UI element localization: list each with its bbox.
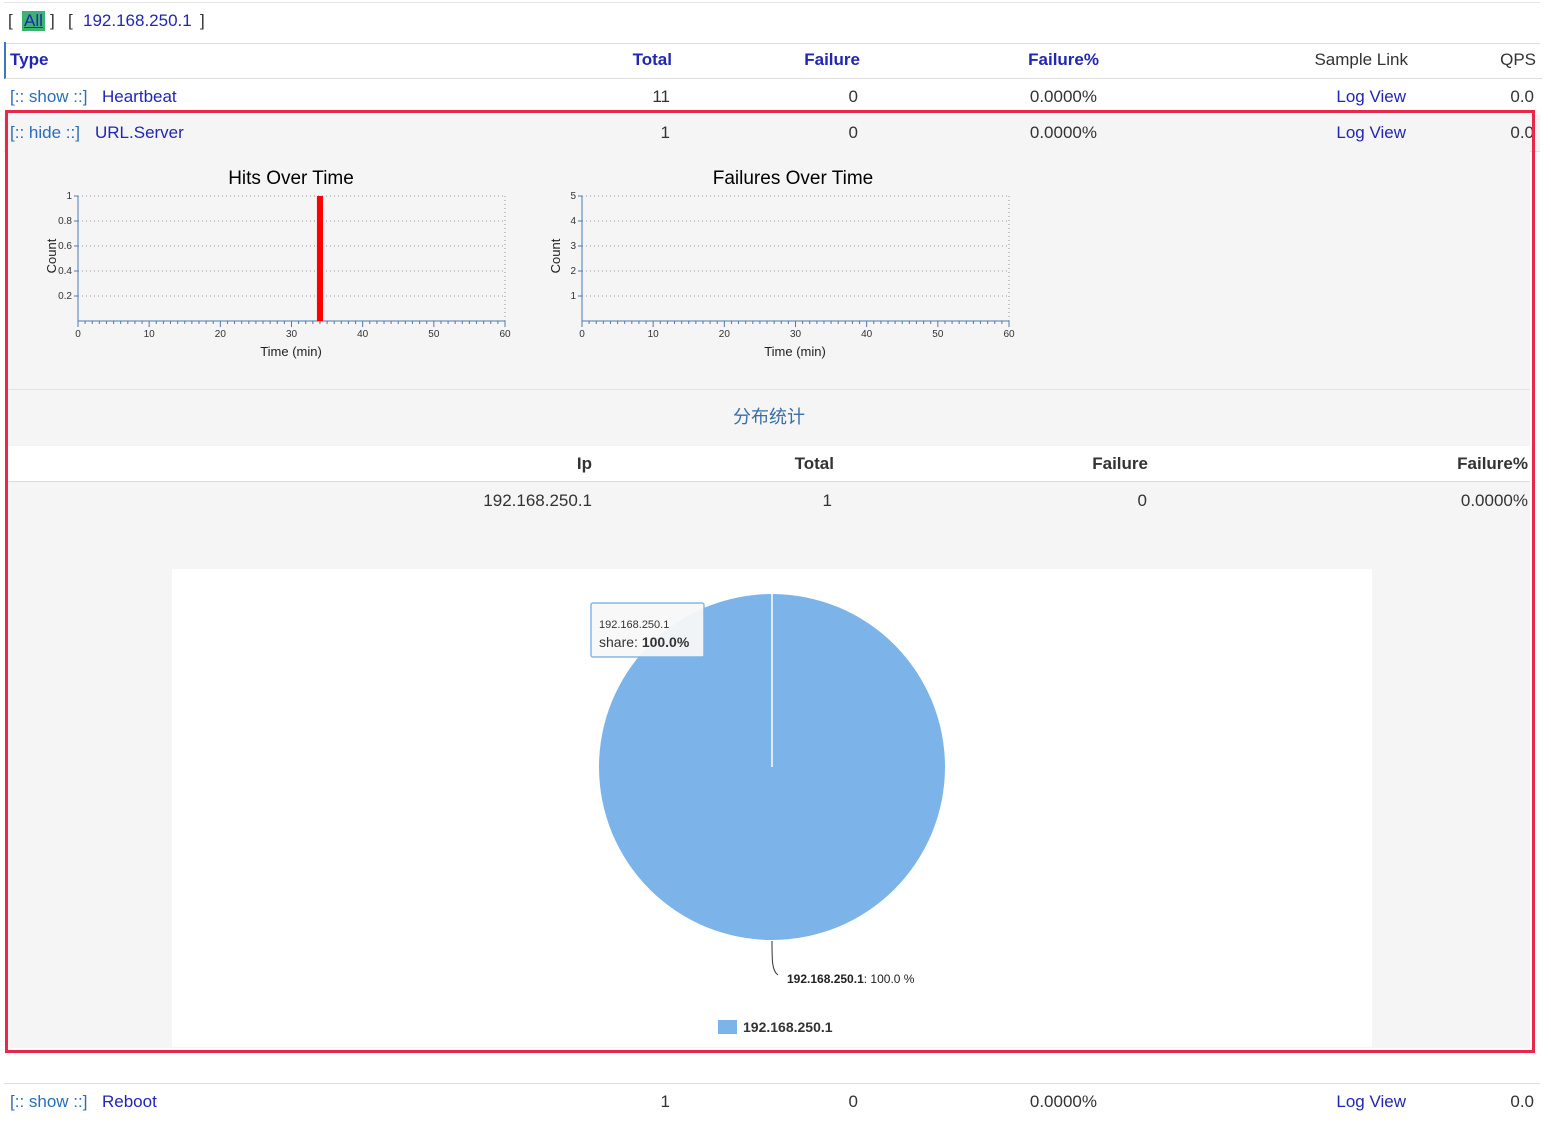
y-tick-label: 0.6 — [58, 241, 72, 252]
y-tick-label: 0.4 — [58, 266, 72, 277]
pie-chart-container: 192.168.250.1: 100.0 % 192.168.250.1 sha… — [172, 569, 1372, 1047]
y-tick-label: 5 — [570, 191, 576, 202]
table-header: Type Total Failure Failure% Sample Link … — [4, 42, 1542, 79]
x-tick-label: 40 — [861, 329, 873, 340]
y-tick-label: 1 — [570, 291, 576, 302]
ip-value: 192.168.250.1 — [483, 491, 592, 510]
col-type[interactable]: Type — [10, 50, 49, 69]
x-tick-label: 30 — [286, 329, 298, 340]
failure-pct-value: 0.0000% — [1029, 123, 1097, 142]
pie-chart: 192.168.250.1: 100.0 % 192.168.250.1 sha… — [590, 594, 945, 1035]
legend-label[interactable]: 192.168.250.1 — [743, 1019, 833, 1035]
filter-all-link[interactable]: All — [22, 11, 45, 31]
filter-ip-link[interactable]: 192.168.250.1 — [83, 11, 192, 30]
x-tick-label: 10 — [144, 329, 156, 340]
failure-pct-value: 0.0000% — [1029, 87, 1097, 106]
failures-chart: Failures Over Time 0 10 20 30 40 50 60 1 2 3 4 5 Ti… — [548, 168, 1015, 359]
legend-swatch[interactable] — [718, 1020, 737, 1034]
qps-value: 0.0 — [1510, 1092, 1534, 1111]
pie-legend[interactable]: 192.168.250.1 — [718, 1019, 833, 1035]
bracket-open: [ — [8, 11, 13, 30]
pie-data-label: 192.168.250.1: 100.0 % — [787, 972, 915, 986]
failure-value: 0 — [1137, 491, 1147, 510]
tooltip-title: 192.168.250.1 — [599, 619, 669, 631]
type-link[interactable]: Heartbeat — [102, 87, 177, 106]
x-tick-label: 20 — [215, 329, 227, 340]
y-tick-label: 0.2 — [58, 291, 72, 302]
x-tick-label: 0 — [75, 329, 81, 340]
col-total[interactable]: Total — [632, 50, 672, 69]
total-value: 11 — [652, 87, 670, 106]
x-tick-label: 50 — [428, 329, 440, 340]
log-view-link[interactable]: Log View — [1336, 87, 1406, 106]
total-value: 1 — [660, 1092, 670, 1111]
table-row: [:: hide ::] URL.Server 1 0 0.0000% Log … — [4, 115, 1540, 152]
x-tick-label: 20 — [719, 329, 731, 340]
chart-title: Hits Over Time — [228, 168, 354, 189]
y-axis-label: Count — [44, 238, 59, 273]
col-ip: Ip — [576, 454, 592, 473]
col-failure-pct[interactable]: Failure% — [1028, 50, 1099, 69]
show-toggle[interactable]: [:: show ::] — [10, 87, 88, 106]
show-toggle[interactable]: [:: show ::] — [10, 1092, 88, 1111]
x-axis-label: Time (min) — [260, 344, 322, 359]
x-tick-label: 60 — [499, 329, 511, 340]
y-tick-label: 1 — [66, 191, 72, 202]
col-total: Total — [794, 454, 834, 473]
failure-value: 0 — [848, 87, 858, 106]
pie-tooltip: 192.168.250.1 share: 100.0% — [590, 602, 705, 658]
failures-plot: 0 10 20 30 40 50 60 1 2 3 4 5 — [570, 191, 1015, 340]
col-failure-pct: Failure% — [1457, 454, 1528, 473]
distribution-row: 192.168.250.1 1 0 0.0000% — [8, 482, 1530, 518]
hits-chart: Hits Over Time 0 10 20 30 40 50 60 0.2 0.4 0.6 0.8… — [44, 168, 511, 359]
data-label-connector — [771, 940, 779, 976]
bracket-close: ] — [50, 11, 55, 30]
col-failure[interactable]: Failure — [804, 50, 860, 69]
failure-pct-value: 0.0000% — [1460, 491, 1528, 510]
type-link[interactable]: Reboot — [102, 1092, 157, 1111]
log-view-link[interactable]: Log View — [1336, 1092, 1406, 1111]
bar — [316, 196, 323, 321]
bracket-close: ] — [200, 11, 205, 30]
table-row: [:: show ::] Reboot 1 0 0.0000% Log View… — [4, 1083, 1540, 1120]
total-value: 1 — [660, 123, 670, 142]
tooltip-value: share: 100.0% — [599, 634, 690, 650]
x-tick-label: 50 — [932, 329, 944, 340]
qps-value: 0.0 — [1510, 123, 1534, 142]
y-tick-label: 4 — [570, 216, 576, 227]
y-tick-label: 0.8 — [58, 216, 72, 227]
failure-pct-value: 0.0000% — [1029, 1092, 1097, 1111]
hits-plot: 0 10 20 30 40 50 60 0.2 0.4 0.6 0.8 1 — [58, 191, 511, 340]
x-tick-label: 40 — [357, 329, 369, 340]
filter-bar: [ All ] [ 192.168.250.1 ] — [4, 2, 1540, 44]
x-tick-label: 60 — [1003, 329, 1015, 340]
qps-value: 0.0 — [1510, 87, 1534, 106]
failure-value: 0 — [848, 123, 858, 142]
chart-title: Failures Over Time — [713, 168, 873, 189]
y-tick-label: 3 — [570, 241, 576, 252]
total-value: 1 — [822, 491, 832, 510]
y-tick-label: 2 — [570, 266, 576, 277]
failure-value: 0 — [848, 1092, 858, 1111]
x-tick-label: 10 — [648, 329, 660, 340]
log-view-link[interactable]: Log View — [1336, 123, 1406, 142]
hide-toggle[interactable]: [:: hide ::] — [10, 123, 80, 142]
col-sample-link: Sample Link — [1314, 50, 1408, 69]
type-link[interactable]: URL.Server — [95, 123, 184, 142]
y-axis-label: Count — [548, 238, 563, 273]
x-axis-label: Time (min) — [764, 344, 826, 359]
x-tick-label: 0 — [579, 329, 585, 340]
bracket-open: [ — [68, 11, 73, 30]
col-failure: Failure — [1092, 454, 1148, 473]
x-tick-label: 30 — [790, 329, 802, 340]
distribution-header: Ip Total Failure Failure% — [8, 446, 1530, 482]
distribution-title: 分布统计 — [8, 389, 1530, 447]
col-qps: QPS — [1500, 50, 1536, 69]
table-row: [:: show ::] Heartbeat 11 0 0.0000% Log … — [4, 79, 1540, 116]
